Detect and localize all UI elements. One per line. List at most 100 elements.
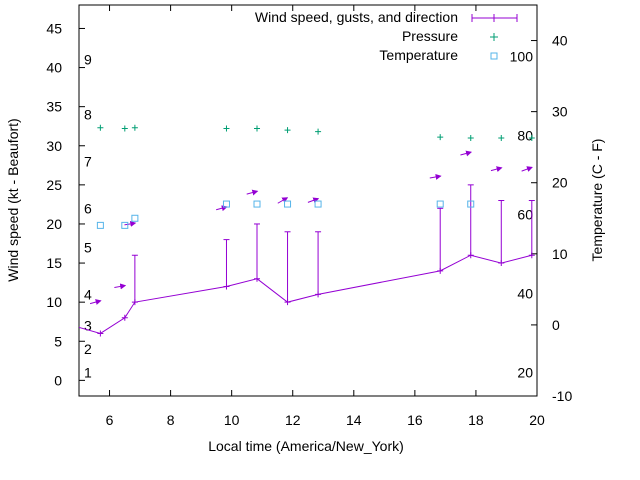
pressure-point — [498, 134, 505, 141]
y2-axis-ticks: -10 0 10 20 30 40 — [531, 33, 572, 404]
y-tick-label: 30 — [46, 138, 62, 154]
legend: Wind speed, gusts, and direction Pressur… — [255, 9, 518, 63]
y-axis-ticks: 0 5 10 15 20 25 30 35 40 45 — [46, 20, 85, 388]
y-axis-label: Wind speed (kt - Beaufort) — [5, 118, 21, 281]
temperature-point — [467, 200, 475, 208]
legend-label-wind: Wind speed, gusts, and direction — [255, 9, 458, 25]
wind-speed-line — [79, 254, 532, 334]
fahrenheit-label: 80 — [517, 127, 533, 143]
y-tick-label: 20 — [46, 216, 62, 232]
legend-label-pressure: Pressure — [402, 28, 458, 44]
pressure-point — [254, 125, 261, 132]
x-tick-label: 18 — [468, 412, 484, 428]
wind-speed-point — [315, 291, 322, 298]
wind-direction-arrow — [490, 166, 503, 172]
legend-swatch-temperature — [490, 52, 498, 60]
wind-direction-arrow — [89, 299, 102, 305]
wind-direction-arrow — [63, 293, 74, 296]
fahrenheit-label: 100 — [510, 48, 534, 64]
beaufort-label: 7 — [84, 153, 92, 169]
fahrenheit-label: 60 — [517, 206, 533, 222]
wind-speed-point — [121, 314, 128, 321]
wind-speed-point — [70, 323, 76, 329]
plot-frame — [78, 4, 538, 397]
x-tick-label: 16 — [407, 412, 423, 428]
wind-speed-point — [223, 283, 230, 290]
y-tick-label: 25 — [46, 177, 62, 193]
temperature-point — [253, 200, 261, 208]
temperature-point — [314, 200, 322, 208]
pressure-point — [315, 128, 322, 135]
wind-speed-point — [131, 299, 138, 306]
y-tick-label: 5 — [54, 333, 62, 349]
wind-direction-arrow — [429, 173, 442, 180]
y2-tick-label: 40 — [552, 33, 568, 49]
y-tick-label: 0 — [54, 372, 62, 388]
beaufort-labels: 1 2 3 4 5 6 7 8 9 — [84, 52, 92, 381]
wind-direction-arrow — [307, 197, 320, 204]
wind-speed-point — [437, 267, 444, 274]
wind-speed-point — [97, 330, 104, 337]
y-tick-label: 45 — [46, 20, 62, 36]
fahrenheit-labels: 20 40 60 80 100 — [510, 48, 534, 380]
wind-speed-point — [498, 260, 505, 267]
wind-direction-arrow — [277, 197, 289, 204]
legend-swatch-wind — [471, 14, 518, 22]
wind-speed-point — [467, 252, 474, 259]
beaufort-label: 6 — [84, 200, 92, 216]
wind-speed-point — [284, 299, 291, 306]
y2-axis-label: Temperature (C - F) — [589, 139, 605, 262]
temperature-point — [222, 200, 230, 208]
x-axis-ticks: 6 8 10 12 14 16 18 20 — [106, 5, 545, 428]
fahrenheit-label: 40 — [517, 285, 533, 301]
y-tick-label: 15 — [46, 255, 62, 271]
pressure-point — [467, 134, 474, 141]
wind-direction-arrow — [460, 150, 473, 157]
temperature-point — [284, 200, 292, 208]
legend-label-temperature: Temperature — [379, 47, 458, 63]
x-axis-label: Local time (America/New_York) — [208, 438, 404, 454]
y-tick-label: 10 — [46, 294, 62, 310]
y-tick-label: 35 — [46, 99, 62, 115]
y2-tick-label: 20 — [552, 175, 568, 191]
plot-series — [63, 124, 535, 337]
x-tick-label: 10 — [224, 412, 240, 428]
beaufort-label: 1 — [84, 365, 92, 381]
wind-direction-arrow — [521, 166, 533, 172]
beaufort-label: 4 — [84, 286, 92, 302]
y2-tick-label: 10 — [552, 246, 568, 262]
pressure-point — [284, 127, 291, 134]
pressure-point — [121, 125, 128, 132]
wind-direction-arrow — [124, 220, 137, 227]
y2-tick-label: -10 — [552, 388, 572, 404]
x-tick-label: 12 — [285, 412, 301, 428]
pressure-point — [97, 124, 104, 131]
temperature-point — [436, 200, 444, 208]
wind-speed-point — [528, 252, 535, 259]
x-tick-label: 6 — [106, 412, 114, 428]
y2-tick-label: 30 — [552, 104, 568, 120]
plot-area — [63, 124, 535, 337]
legend-swatch-pressure — [490, 33, 498, 41]
y2-tick-label: 0 — [552, 317, 560, 333]
beaufort-label: 2 — [84, 341, 92, 357]
wind-direction-arrow — [114, 283, 127, 290]
temperature-point — [96, 221, 104, 229]
beaufort-label: 5 — [84, 239, 92, 255]
pressure-point — [131, 124, 138, 131]
y-tick-label: 40 — [46, 60, 62, 76]
temperature-point — [121, 221, 129, 229]
wind-direction-arrow — [246, 189, 259, 196]
x-tick-label: 14 — [346, 412, 362, 428]
pressure-point — [528, 134, 535, 141]
temperature-point — [131, 214, 139, 222]
x-tick-label: 8 — [167, 412, 175, 428]
beaufort-label: 3 — [84, 318, 92, 334]
beaufort-label: 9 — [84, 52, 92, 68]
beaufort-label: 8 — [84, 106, 92, 122]
pressure-point — [223, 125, 230, 132]
pressure-point — [437, 134, 444, 141]
x-tick-label: 20 — [529, 412, 545, 428]
wind-speed-point — [254, 275, 261, 282]
